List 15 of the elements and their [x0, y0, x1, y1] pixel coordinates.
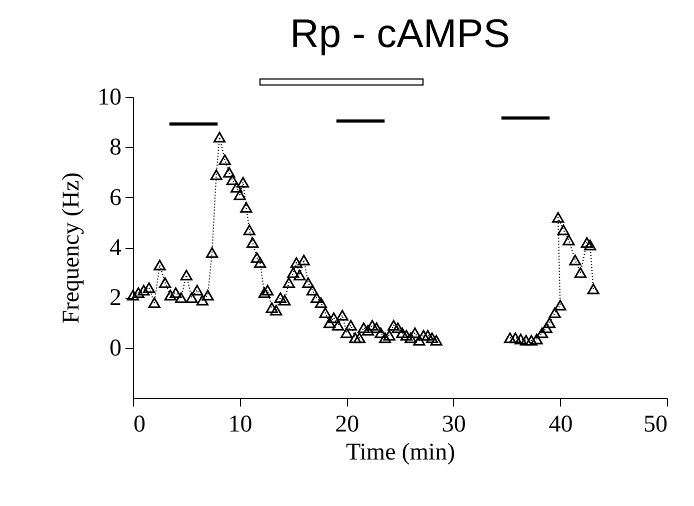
y-tick-label: 4 [110, 235, 122, 261]
x-tick-label: 40 [548, 412, 573, 438]
y-axis-title: Frequency (Hz) [58, 172, 84, 324]
x-tick-label: 0 [134, 412, 146, 438]
chart-title: Rp - cAMPS [290, 12, 510, 56]
y-tick-label: 2 [110, 285, 122, 312]
y-tick-label: 6 [110, 184, 122, 211]
x-tick-label: 20 [335, 412, 360, 438]
x-tick-label: 50 [644, 412, 668, 438]
x-tick-label: 10 [228, 412, 252, 438]
y-tick-label: 8 [110, 134, 122, 161]
y-tick-label: 10 [98, 84, 122, 110]
y-tick-label: 0 [110, 335, 122, 362]
x-tick-label: 30 [442, 412, 466, 438]
x-axis-title: Time (min) [346, 440, 456, 466]
